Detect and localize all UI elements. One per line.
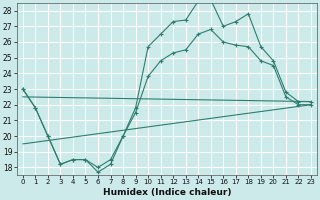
- X-axis label: Humidex (Indice chaleur): Humidex (Indice chaleur): [103, 188, 231, 197]
